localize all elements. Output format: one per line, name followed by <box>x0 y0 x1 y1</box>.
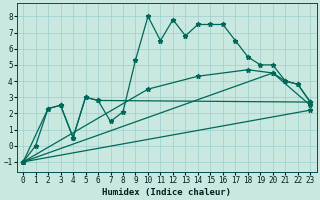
X-axis label: Humidex (Indice chaleur): Humidex (Indice chaleur) <box>102 188 231 197</box>
